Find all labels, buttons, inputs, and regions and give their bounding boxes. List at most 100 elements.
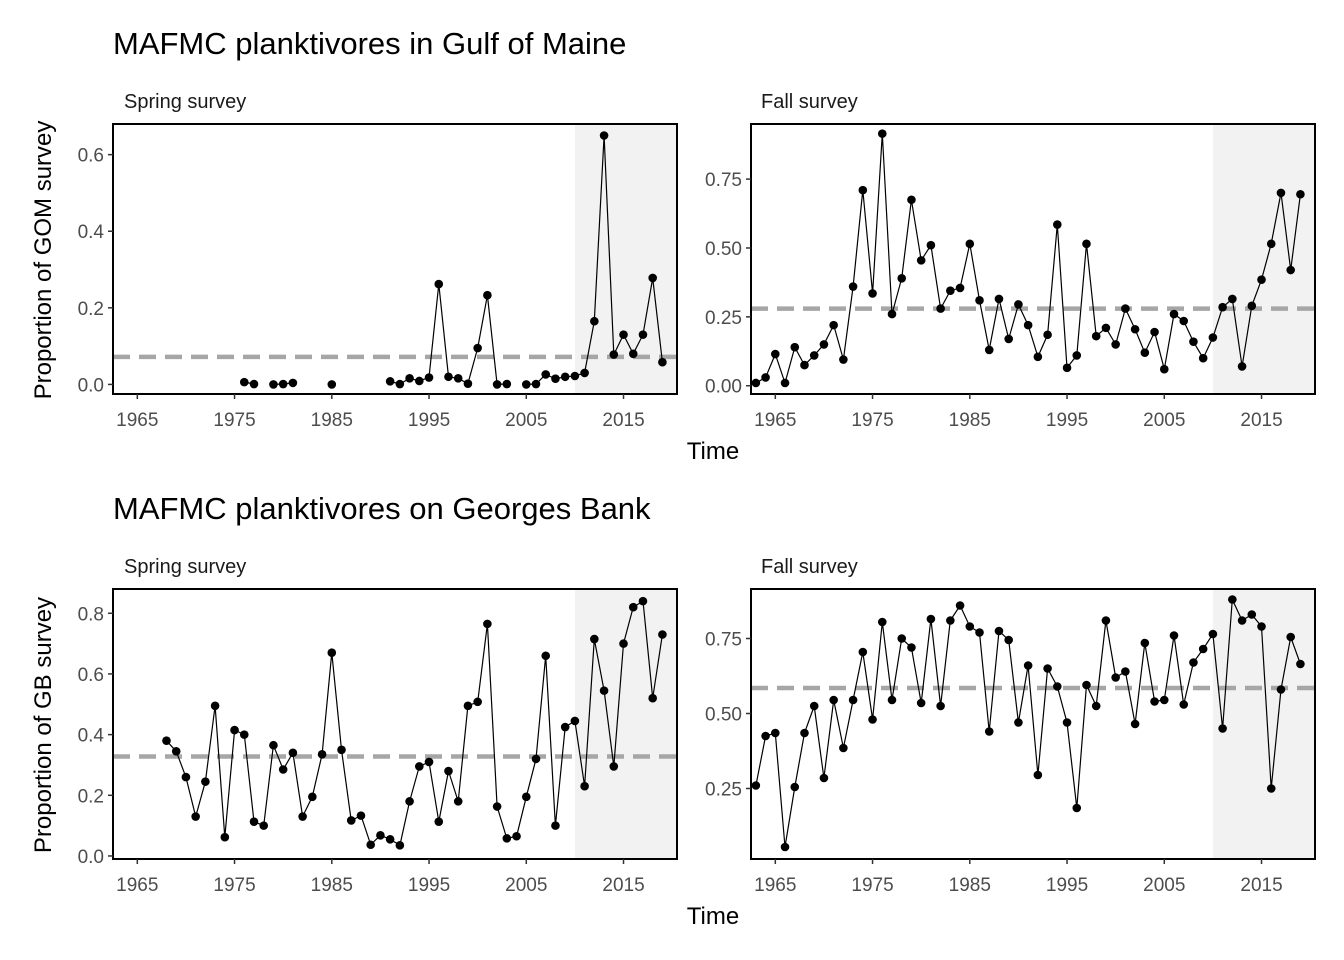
gb-spring-point-1993 xyxy=(405,797,414,806)
gb-spring-point-2010 xyxy=(570,716,580,726)
gb-spring-point-1969 xyxy=(171,747,181,756)
gb-spring-x-tick-label: 1995 xyxy=(408,875,450,896)
gom-spring-point-2014 xyxy=(609,350,619,359)
gb-spring-y-tick-label: 0.4 xyxy=(78,726,105,747)
gb-spring-point-2009 xyxy=(560,722,570,732)
gb-fall-point-1979 xyxy=(907,643,916,652)
gb-fall-point-2008 xyxy=(1189,658,1198,667)
gb-fall-point-2003 xyxy=(1140,638,1150,648)
gom-fall-point-1997 xyxy=(1082,239,1091,249)
gb-spring-x-tick-label: 1985 xyxy=(311,875,353,896)
gom-fall-x-tick-label: 1965 xyxy=(754,410,796,431)
gom-fall-point-2012 xyxy=(1228,294,1237,304)
gb-spring-point-1985 xyxy=(327,648,337,658)
gom-fall-point-2006 xyxy=(1169,309,1179,319)
gb-spring-point-1995 xyxy=(424,757,434,767)
gom-spring-point-1985 xyxy=(327,380,337,389)
gom-fall-strip-label: Fall survey xyxy=(761,91,858,113)
gb-fall-point-2014 xyxy=(1247,610,1257,619)
gom-spring-point-2009 xyxy=(560,372,570,382)
gom-fall-point-1977 xyxy=(887,309,897,319)
gom-fall-point-1999 xyxy=(1101,323,1111,333)
gb-fall-point-2000 xyxy=(1111,673,1120,682)
gb-spring-x-tick-label: 1965 xyxy=(116,875,158,896)
gom-fall-point-1979 xyxy=(907,195,916,205)
gb-fall-point-1996 xyxy=(1072,803,1082,813)
gb-spring-y-tick-label: 0.6 xyxy=(78,665,104,686)
gb-fall-point-1968 xyxy=(800,728,809,738)
gom-fall-point-2001 xyxy=(1121,304,1130,313)
gb-spring-x-tick-label: 1975 xyxy=(213,875,255,896)
gom-spring-point-1995 xyxy=(424,373,434,382)
gom-spring-x-tick-label: 1965 xyxy=(116,410,158,431)
gb-fall-point-1984 xyxy=(955,601,965,610)
gb-spring-point-2013 xyxy=(599,686,609,695)
gb-fall-point-1977 xyxy=(887,695,897,705)
gb-fall-point-1991 xyxy=(1023,661,1033,670)
gom-spring-point-1997 xyxy=(444,372,453,382)
gb-fall-point-2007 xyxy=(1179,700,1189,709)
gom-spring-y-tick-label: 0.2 xyxy=(78,299,104,320)
gb-spring-point-2014 xyxy=(609,762,619,771)
gom-fall-point-2019 xyxy=(1296,189,1305,199)
gb-fall-point-1967 xyxy=(790,782,800,792)
gom-spring-point-2012 xyxy=(590,316,599,326)
gb-fall-strip-label: Fall survey xyxy=(761,556,858,578)
gom-fall-point-1980 xyxy=(916,256,926,265)
gom-spring-x-tick-label: 2005 xyxy=(505,410,547,431)
gb-fall-point-1995 xyxy=(1062,718,1072,727)
gb-spring-point-1998 xyxy=(453,797,463,806)
gb-spring-point-1994 xyxy=(415,762,424,771)
gb-spring-point-1979 xyxy=(269,740,278,750)
gom-fall-point-1986 xyxy=(975,296,984,305)
gom-spring-x-tick-label: 2015 xyxy=(602,410,644,431)
gb-spring-point-1973 xyxy=(210,701,220,711)
gb-fall-point-1966 xyxy=(780,842,790,852)
gb-spring-point-2003 xyxy=(502,834,512,843)
gom-fall-point-1991 xyxy=(1023,320,1033,330)
gom-fall-point-2017 xyxy=(1276,188,1286,198)
gom-fall-point-2002 xyxy=(1130,324,1140,334)
gom-spring-point-1998 xyxy=(453,373,463,383)
gb-spring-recent-period-shade xyxy=(574,589,677,859)
gom-fall-point-1973 xyxy=(848,282,858,291)
gb-spring-point-1968 xyxy=(162,736,171,745)
gb-fall-x-tick-label: 1975 xyxy=(851,875,893,896)
gb-fall-y-tick-label: 0.25 xyxy=(705,780,742,801)
gom-fall-x-tick-label: 1995 xyxy=(1046,410,1088,431)
gb-spring-point-1992 xyxy=(395,841,405,850)
gb-fall-y-tick-label: 0.75 xyxy=(705,630,742,651)
gom-fall-point-1972 xyxy=(839,355,848,364)
gb-fall-point-1970 xyxy=(819,773,829,783)
gb-spring-point-2016 xyxy=(628,602,638,612)
gb-fall-point-1974 xyxy=(858,647,868,657)
gb-spring-point-1997 xyxy=(444,766,453,776)
gom-fall-point-1966 xyxy=(780,378,790,388)
gb-fall-point-1978 xyxy=(897,634,907,643)
gb-fall-point-2006 xyxy=(1169,631,1179,640)
gom-fall-point-1985 xyxy=(965,239,975,249)
gb-spring-point-1978 xyxy=(259,821,269,830)
gb-fall-x-tick-label: 1985 xyxy=(949,875,991,896)
gom-fall-point-2010 xyxy=(1208,333,1218,342)
gom-fall-panel-border xyxy=(750,123,1316,395)
gb-fall-point-1998 xyxy=(1091,701,1101,711)
gom-spring-point-1994 xyxy=(415,376,424,386)
gom-spring-point-1980 xyxy=(278,379,288,389)
gom-fall-point-1983 xyxy=(946,286,955,295)
gb-spring-point-1977 xyxy=(249,817,259,826)
gb-spring-point-1976 xyxy=(239,730,249,739)
gom-fall-y-tick-label: 0.75 xyxy=(705,170,742,191)
gb-fall-point-1985 xyxy=(965,622,975,631)
gom-fall-x-tick-label: 2015 xyxy=(1240,410,1282,431)
gom-fall-point-1992 xyxy=(1033,352,1043,362)
gom-fall-point-1989 xyxy=(1004,334,1013,344)
gom-spring-point-1992 xyxy=(395,379,405,389)
gom-spring-point-1979 xyxy=(269,380,278,389)
gb-spring-point-2008 xyxy=(551,821,560,830)
gb-fall-point-1994 xyxy=(1053,682,1062,691)
gom-fall-point-1990 xyxy=(1014,300,1023,309)
gom-spring-point-2000 xyxy=(473,343,482,353)
gom-fall-point-1995 xyxy=(1062,363,1072,373)
